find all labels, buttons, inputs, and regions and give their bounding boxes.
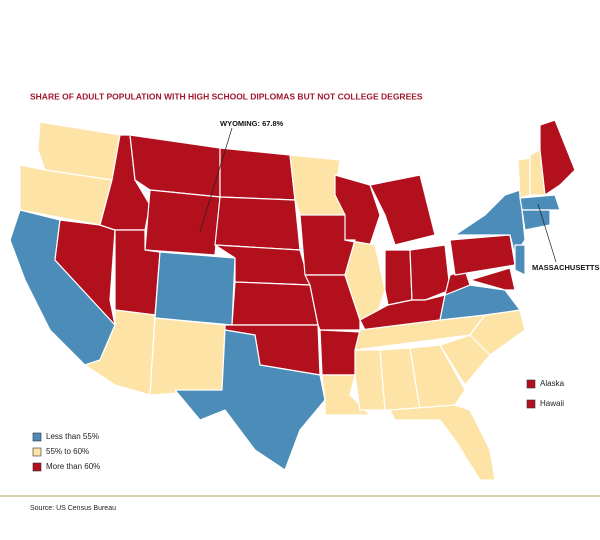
legend-label: 55% to 60% [46, 447, 89, 456]
state [409, 344, 466, 411]
leader-line [199, 127, 233, 233]
legend-swatch [32, 462, 42, 472]
state [354, 349, 386, 411]
state [214, 196, 301, 251]
state [231, 281, 319, 326]
inset-swatch [526, 379, 536, 389]
legend: Less than 55% 55% to 60% More than 60% [32, 432, 100, 472]
inset-label: Alaska [540, 379, 565, 388]
legend-label: More than 60% [46, 462, 100, 471]
source: Source: US Census Bureau [30, 505, 116, 512]
state [384, 249, 413, 306]
state [539, 119, 576, 196]
state [369, 174, 436, 246]
state [519, 194, 561, 211]
state [219, 147, 296, 201]
state [174, 329, 326, 471]
insets: Alaska Hawaii [526, 379, 565, 409]
state [521, 209, 551, 231]
annotation: WYOMING: 67.8% [220, 119, 284, 128]
legend-label: Less than 55% [46, 432, 99, 441]
state [469, 309, 526, 356]
annotation: MASSACHUSETTS: [532, 263, 600, 272]
states [9, 119, 576, 481]
map-title: SHARE OF ADULT POPULATION WITH HIGH SCHO… [30, 91, 423, 101]
state [409, 244, 451, 301]
state [149, 317, 226, 396]
state [154, 251, 236, 326]
legend-swatch [32, 432, 42, 442]
state [144, 189, 221, 256]
state [469, 267, 516, 291]
state [129, 134, 221, 198]
inset-swatch [526, 399, 536, 409]
inset-label: Hawaii [540, 399, 564, 408]
state [517, 157, 531, 199]
state [514, 244, 526, 276]
legend-swatch [32, 447, 42, 457]
state [389, 404, 496, 481]
leader-line [537, 203, 557, 263]
